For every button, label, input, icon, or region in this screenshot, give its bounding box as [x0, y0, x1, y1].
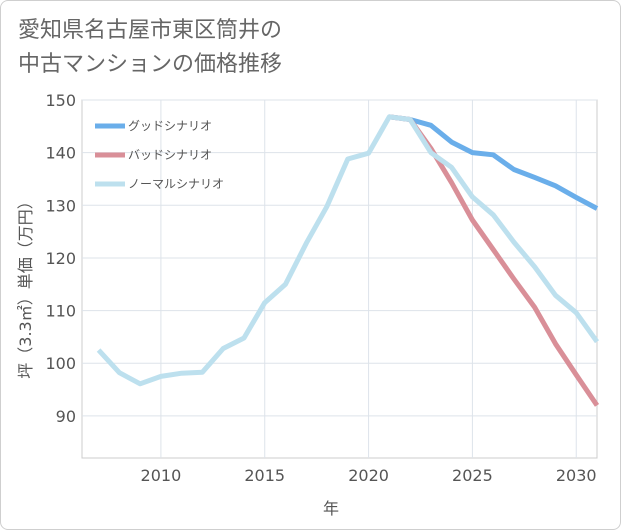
y-axis-label: 坪（3.3㎡）単価（万円） [16, 193, 35, 378]
x-tick-label: 2020 [348, 466, 389, 485]
y-tick-label: 110 [45, 302, 76, 321]
series-line-0 [388, 114, 599, 211]
x-axis-ticks: 2010 2015 2020 2025 2030 [141, 466, 597, 485]
x-tick-label: 2030 [556, 466, 597, 485]
grid [81, 99, 598, 459]
y-tick-label: 130 [45, 196, 76, 215]
x-tick-label: 2015 [244, 466, 285, 485]
x-tick-label: 2025 [452, 466, 493, 485]
y-tick-label: 150 [45, 91, 76, 110]
y-tick-label: 90 [56, 407, 76, 426]
series-lines [96, 114, 600, 407]
x-axis-label: 年 [323, 499, 339, 518]
y-tick-label: 100 [45, 354, 76, 373]
chart-title-line-1: 愛知県名古屋市東区筒井の [18, 18, 283, 43]
series-line-2 [96, 114, 600, 387]
chart-title-line-2: 中古マンションの価格推移 [18, 52, 283, 77]
x-tick-label: 2010 [141, 466, 182, 485]
legend-label-2: ノーマルシナリオ [128, 177, 224, 191]
series-line-1 [388, 114, 600, 407]
legend-label-1: バッドシナリオ [128, 148, 212, 162]
y-tick-label: 140 [45, 144, 76, 163]
chart-title: 愛知県名古屋市東区筒井の 中古マンションの価格推移 [18, 14, 282, 82]
y-tick-label: 120 [45, 249, 76, 268]
legend-label-0: グッドシナリオ [128, 119, 212, 133]
y-axis-ticks: 90 100 110 120 130 140 150 [45, 91, 76, 426]
